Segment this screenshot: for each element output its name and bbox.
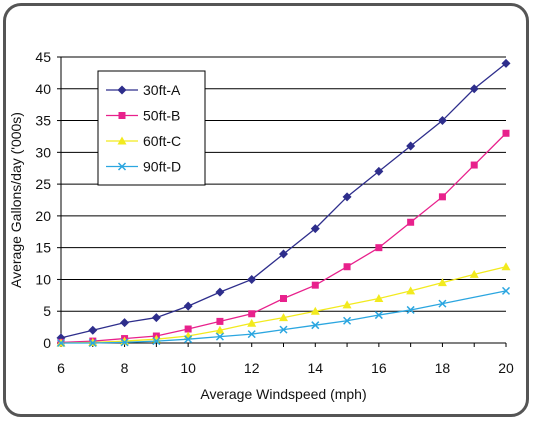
legend-marker <box>117 162 127 171</box>
data-point <box>438 193 446 201</box>
series-30ft-A <box>56 58 511 343</box>
data-point <box>247 274 257 284</box>
data-point <box>470 161 478 169</box>
data-point <box>120 338 129 347</box>
data-point <box>374 166 384 176</box>
data-point <box>248 310 256 318</box>
data-point <box>310 306 320 315</box>
data-point <box>374 294 384 303</box>
legend: 30ft-A 50ft-B 60ft-C 90ft-D <box>97 70 206 186</box>
y-axis-title: Average Gallons/day ('000s) <box>8 112 24 288</box>
data-point <box>279 249 288 259</box>
data-point <box>343 316 352 325</box>
data-point <box>406 286 416 295</box>
y-tick-label: 5 <box>43 303 51 319</box>
data-point <box>406 141 416 151</box>
data-point <box>88 338 97 348</box>
y-tick-label: 30 <box>35 144 51 160</box>
data-point <box>343 263 351 271</box>
data-point <box>342 192 352 202</box>
legend-label: 90ft-D <box>143 159 181 175</box>
data-point <box>280 295 287 303</box>
data-point <box>310 224 320 234</box>
legend-item: 60ft-C <box>106 133 181 149</box>
x-tick-label: 6 <box>57 360 65 376</box>
data-point <box>311 281 319 289</box>
series-group <box>56 58 511 348</box>
x-tick-label: 18 <box>435 360 451 376</box>
y-tick-label: 0 <box>43 335 51 351</box>
y-tick-label: 40 <box>35 81 51 97</box>
x-axis-ticks: 6 8 10 12 14 16 18 20 <box>57 343 514 376</box>
legend-label: 30ft-A <box>143 82 181 98</box>
legend-marker <box>117 136 127 145</box>
line-chart: 0 5 10 15 20 25 30 35 40 45 6 8 10 12 14 16 18 20 Averag… <box>8 49 514 402</box>
data-point <box>469 84 479 94</box>
series-line <box>61 290 507 344</box>
data-point <box>375 244 383 252</box>
data-point <box>215 287 225 297</box>
data-point <box>216 317 224 325</box>
x-tick-label: 12 <box>244 360 260 376</box>
data-point <box>184 335 193 344</box>
data-point <box>437 116 447 126</box>
legend-item: 50ft-B <box>106 108 180 124</box>
chart-frame: 0 5 10 15 20 25 30 35 40 45 6 8 10 12 14 16 18 20 Averag… <box>3 3 529 417</box>
data-point <box>501 286 511 295</box>
data-point <box>279 325 288 334</box>
legend-marker <box>117 85 127 95</box>
legend-label: 60ft-C <box>143 133 181 149</box>
data-point <box>151 313 161 323</box>
data-point <box>88 325 98 335</box>
legend-item: 90ft-D <box>106 159 181 175</box>
data-point <box>501 58 511 68</box>
legend-item: 30ft-A <box>106 82 181 98</box>
y-tick-label: 35 <box>35 113 51 129</box>
x-tick-label: 20 <box>498 360 514 376</box>
legend-label: 50ft-B <box>143 108 180 124</box>
data-point <box>215 332 224 341</box>
data-point <box>407 218 415 226</box>
data-point <box>469 269 479 278</box>
data-point <box>438 299 447 308</box>
data-point <box>406 305 415 314</box>
data-point <box>374 311 383 320</box>
x-axis-title: Average Windspeed (mph) <box>200 386 366 402</box>
data-point <box>502 129 510 137</box>
x-tick-label: 14 <box>307 360 323 376</box>
y-axis-ticks: 0 5 10 15 20 25 30 35 40 45 <box>35 49 61 351</box>
x-tick-label: 8 <box>121 360 129 376</box>
y-tick-label: 10 <box>35 271 51 287</box>
data-point <box>501 262 511 271</box>
data-point <box>120 318 130 328</box>
data-point <box>215 325 225 334</box>
data-point <box>247 318 257 327</box>
data-point <box>247 330 256 339</box>
data-point <box>56 338 66 348</box>
series-90ft-D <box>56 286 511 348</box>
legend-marker <box>118 112 126 119</box>
data-point <box>88 337 98 346</box>
data-point <box>342 300 352 309</box>
data-point <box>279 313 288 322</box>
data-point <box>152 337 161 346</box>
y-tick-label: 45 <box>35 49 51 65</box>
x-tick-label: 10 <box>180 360 196 376</box>
y-tick-label: 15 <box>35 240 51 256</box>
y-tick-label: 25 <box>35 176 51 192</box>
y-tick-label: 20 <box>35 208 51 224</box>
data-point <box>183 301 193 311</box>
data-point <box>311 321 320 330</box>
data-point <box>184 325 192 333</box>
data-point <box>437 278 447 287</box>
x-tick-label: 16 <box>371 360 387 376</box>
